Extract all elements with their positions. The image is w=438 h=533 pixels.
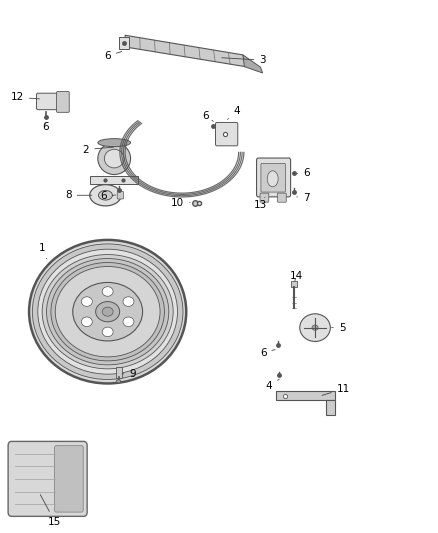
FancyBboxPatch shape	[116, 367, 122, 377]
Ellipse shape	[99, 190, 113, 200]
FancyBboxPatch shape	[117, 191, 124, 199]
Polygon shape	[243, 55, 263, 73]
Text: 8: 8	[65, 190, 92, 200]
Text: 15: 15	[40, 495, 61, 527]
Text: 4: 4	[266, 379, 279, 391]
FancyBboxPatch shape	[260, 193, 269, 202]
FancyBboxPatch shape	[215, 123, 238, 146]
Ellipse shape	[42, 255, 173, 369]
Text: 6: 6	[297, 168, 310, 179]
Ellipse shape	[38, 249, 177, 374]
Text: 5: 5	[332, 322, 346, 333]
Text: 7: 7	[297, 193, 310, 204]
Text: 6: 6	[42, 122, 49, 132]
Ellipse shape	[51, 263, 164, 361]
Ellipse shape	[102, 287, 113, 296]
Text: 14: 14	[290, 271, 303, 281]
Ellipse shape	[32, 244, 183, 379]
Text: 6: 6	[203, 111, 213, 122]
Ellipse shape	[81, 297, 92, 306]
Ellipse shape	[312, 325, 318, 330]
FancyBboxPatch shape	[291, 281, 297, 287]
Text: 1: 1	[39, 243, 46, 259]
Ellipse shape	[73, 282, 143, 341]
Ellipse shape	[300, 314, 330, 342]
FancyBboxPatch shape	[278, 193, 286, 202]
Polygon shape	[276, 391, 335, 400]
Text: 6: 6	[260, 348, 275, 358]
Text: 3: 3	[222, 55, 266, 65]
Text: 13: 13	[254, 197, 267, 211]
Ellipse shape	[123, 317, 134, 327]
Ellipse shape	[95, 302, 120, 322]
Ellipse shape	[98, 139, 131, 147]
FancyBboxPatch shape	[57, 92, 69, 112]
FancyBboxPatch shape	[36, 93, 63, 110]
Text: 9: 9	[122, 369, 136, 379]
Text: 11: 11	[322, 384, 350, 395]
FancyBboxPatch shape	[54, 446, 83, 512]
Ellipse shape	[123, 297, 134, 306]
Ellipse shape	[29, 240, 186, 383]
Polygon shape	[326, 400, 335, 415]
FancyBboxPatch shape	[257, 158, 290, 197]
Ellipse shape	[90, 184, 121, 206]
Text: 2: 2	[82, 144, 113, 155]
Ellipse shape	[117, 379, 121, 383]
Ellipse shape	[46, 259, 169, 365]
Ellipse shape	[104, 149, 124, 168]
Text: 6: 6	[104, 51, 122, 61]
Ellipse shape	[102, 327, 113, 337]
FancyBboxPatch shape	[261, 164, 286, 192]
Text: 6: 6	[100, 191, 116, 201]
Text: 10: 10	[171, 198, 190, 208]
Polygon shape	[119, 37, 130, 49]
Polygon shape	[90, 176, 138, 184]
FancyBboxPatch shape	[8, 441, 87, 516]
Ellipse shape	[102, 307, 113, 316]
Text: 4: 4	[227, 106, 240, 119]
Ellipse shape	[98, 143, 131, 174]
Text: 12: 12	[11, 92, 39, 102]
Ellipse shape	[55, 266, 160, 357]
Ellipse shape	[267, 171, 278, 187]
Polygon shape	[125, 35, 245, 67]
Ellipse shape	[81, 317, 92, 327]
